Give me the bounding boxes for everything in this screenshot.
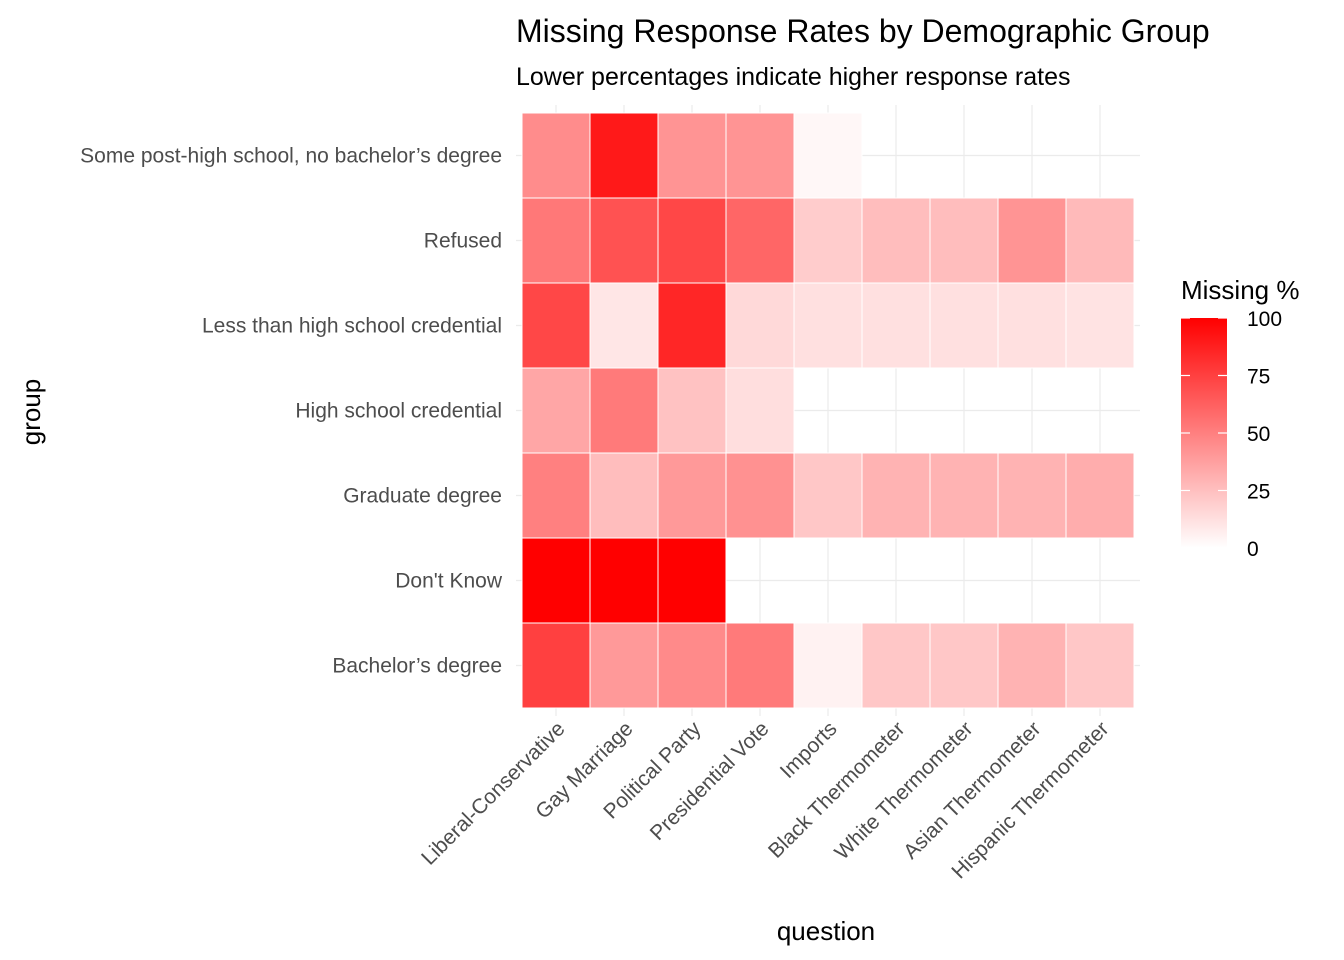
x-tick-label: Imports [776,717,842,783]
y-tick-label: Don't Know [395,570,503,593]
legend-tick-label: 25 [1247,481,1270,504]
heatmap-cell [589,197,659,284]
heatmap-cell [589,622,659,709]
legend-tick-label: 100 [1247,308,1282,331]
heatmap-cell [793,197,863,284]
color-legend: Missing % 0 25 50 75 100 [1181,275,1299,561]
heatmap-cell [725,452,795,539]
heatmap-cell [657,622,727,709]
legend-tick-label: 75 [1247,366,1270,389]
heatmap-cell [997,452,1067,539]
heatmap-cell [657,452,727,539]
heatmap-cell [521,197,591,284]
heatmap-cell [725,112,795,199]
legend-title: Missing % [1181,275,1299,305]
heatmap-cell [929,622,999,709]
heatmap-cell [793,112,863,199]
chart-subtitle: Lower percentages indicate higher respon… [516,63,1071,91]
heatmap-cell [793,622,863,709]
legend-tick-label: 0 [1247,538,1259,561]
heatmap-cell [929,282,999,369]
heatmap-cell [657,197,727,284]
heatmap-cell [589,452,659,539]
x-axis-title: question [777,916,875,946]
heatmap-cell [861,622,931,709]
heatmap-cell [725,367,795,454]
heatmap-cell [589,537,659,624]
heatmap-cell [997,622,1067,709]
heatmap-cell [1065,282,1135,369]
y-tick-label: High school credential [295,400,502,423]
heatmap-cell [657,367,727,454]
heatmap-cell [521,452,591,539]
y-tick-label: Refused [424,230,502,253]
x-tick-label: Presidential Vote [646,717,774,845]
heatmap-cell [657,112,727,199]
heatmap-cell [725,622,795,709]
heatmap-cell [725,197,795,284]
y-tick-label: Graduate degree [343,485,502,508]
heatmap-cell [1065,622,1135,709]
y-tick-label: Bachelor’s degree [332,655,502,678]
heatmap-cell [793,282,863,369]
heatmap-cell [521,622,591,709]
chart-title: Missing Response Rates by Demographic Gr… [516,13,1210,49]
y-tick-label: Some post-high school, no bachelor’s deg… [80,145,502,168]
heatmap-tiles [521,112,1135,709]
heatmap-cell [997,282,1067,369]
heatmap-cell [521,112,591,199]
y-tick-label: Less than high school credential [202,315,502,338]
heatmap-cell [521,367,591,454]
heatmap-cell [521,282,591,369]
heatmap-cell [589,367,659,454]
heatmap-cell [997,197,1067,284]
heatmap-cell [861,197,931,284]
heatmap-cell [1065,452,1135,539]
heatmap-cell [793,452,863,539]
heatmap-cell [1065,197,1135,284]
heatmap-cell [521,537,591,624]
heatmap-cell [589,282,659,369]
heatmap-cell [657,537,727,624]
legend-tick-label: 50 [1247,423,1270,446]
y-axis-title: group [16,379,46,446]
y-tick-labels: Some post-high school, no bachelor’s deg… [80,145,503,678]
heatmap-cell [929,452,999,539]
heatmap-cell [861,282,931,369]
heatmap-cell [589,112,659,199]
heatmap-cell [657,282,727,369]
heatmap-cell [861,452,931,539]
heatmap-cell [929,197,999,284]
heatmap-cell [725,282,795,369]
